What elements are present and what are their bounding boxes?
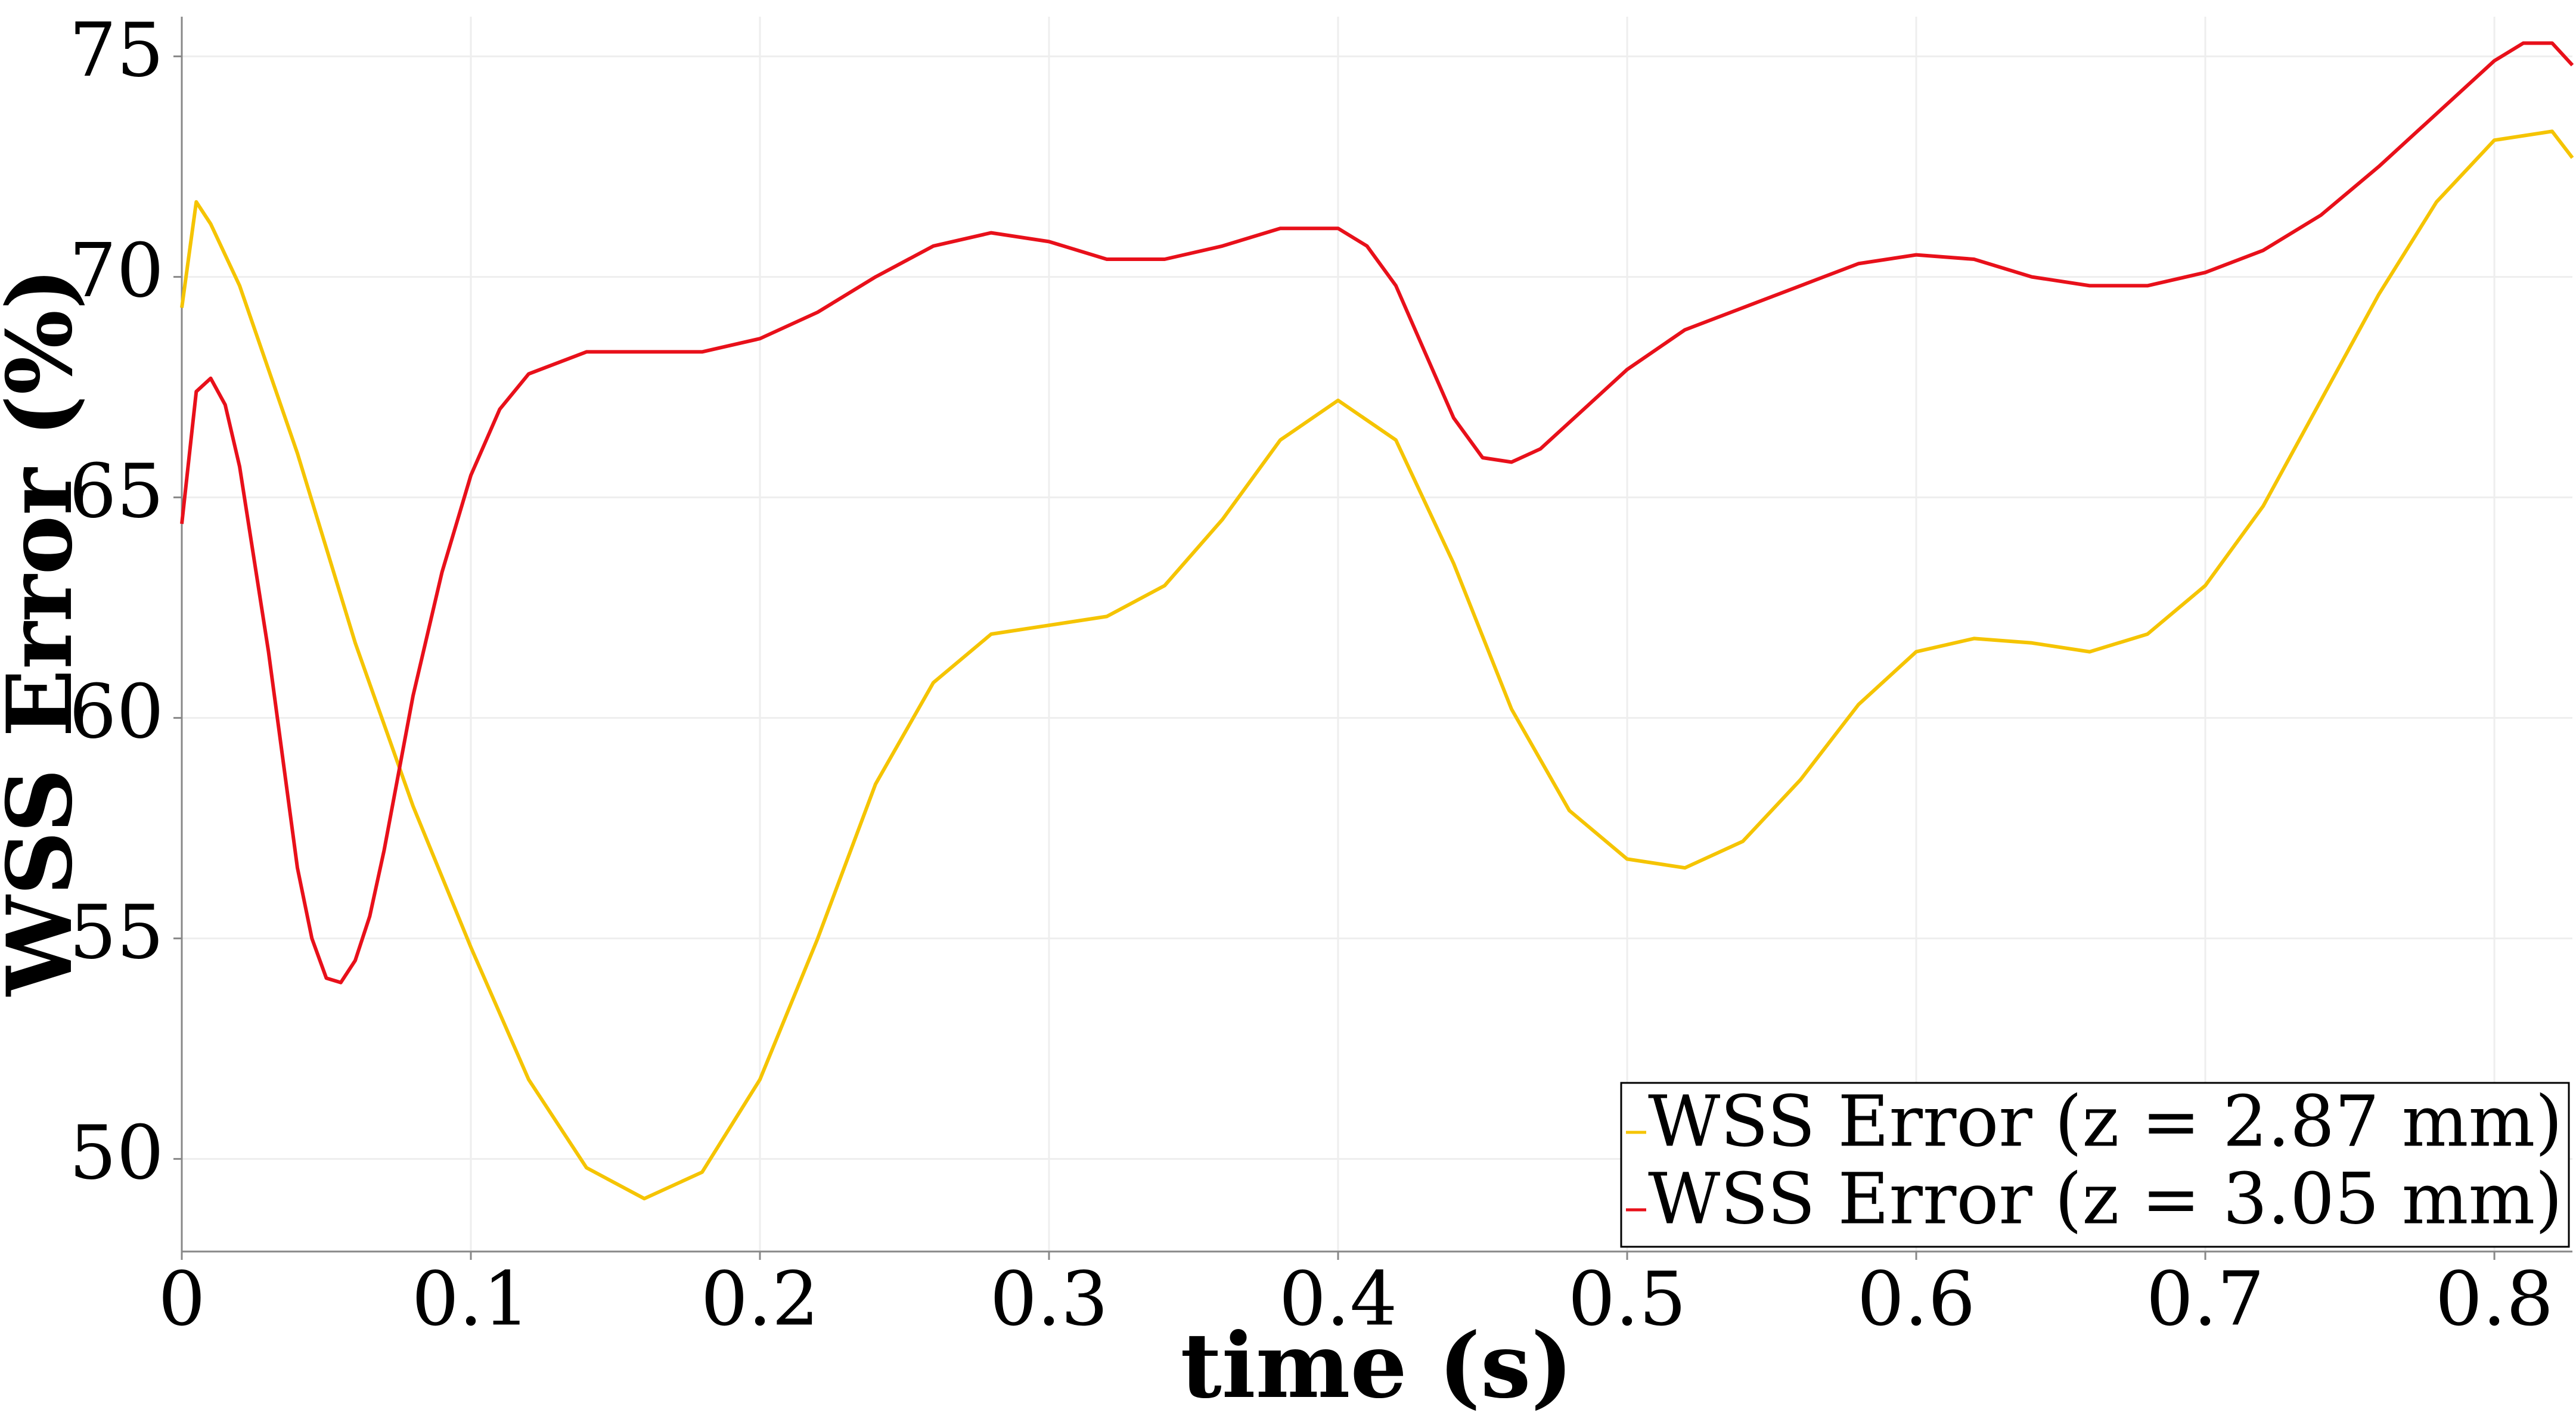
y-axis-label: WSS Error (%) — [0, 268, 92, 997]
y-tick-label: 75 — [69, 7, 164, 94]
x-tick-label: 0.8 — [2435, 1256, 2554, 1343]
x-tick-label: 0 — [158, 1256, 206, 1343]
x-tick-label: 0.4 — [1279, 1256, 1398, 1343]
x-tick-label: 0.3 — [990, 1256, 1109, 1343]
x-axis-label: time (s) — [1180, 1314, 1573, 1418]
x-tick-label: 0.2 — [701, 1256, 820, 1343]
legend-label: WSS Error (z = 3.05 mm) — [1648, 1158, 2562, 1240]
x-tick-label: 0.5 — [1568, 1256, 1687, 1343]
y-tick-label: 60 — [69, 669, 164, 755]
legend-label: WSS Error (z = 2.87 mm) — [1648, 1080, 2562, 1163]
line-series — [180, 41, 2574, 985]
y-tick-label: 70 — [69, 228, 164, 314]
x-tick-label: 0.7 — [2146, 1256, 2265, 1343]
legend-box — [1620, 1082, 2570, 1248]
line-series — [180, 129, 2574, 1201]
legend: WSS Error (z = 2.87 mm)WSS Error (z = 3.… — [1620, 1080, 2570, 1248]
x-tick-label: 0.6 — [1857, 1256, 1976, 1343]
y-tick-label: 55 — [69, 889, 164, 976]
y-tick-label: 65 — [69, 448, 164, 535]
x-tick-label: 0.1 — [412, 1256, 530, 1343]
y-tick-label: 50 — [69, 1110, 164, 1196]
